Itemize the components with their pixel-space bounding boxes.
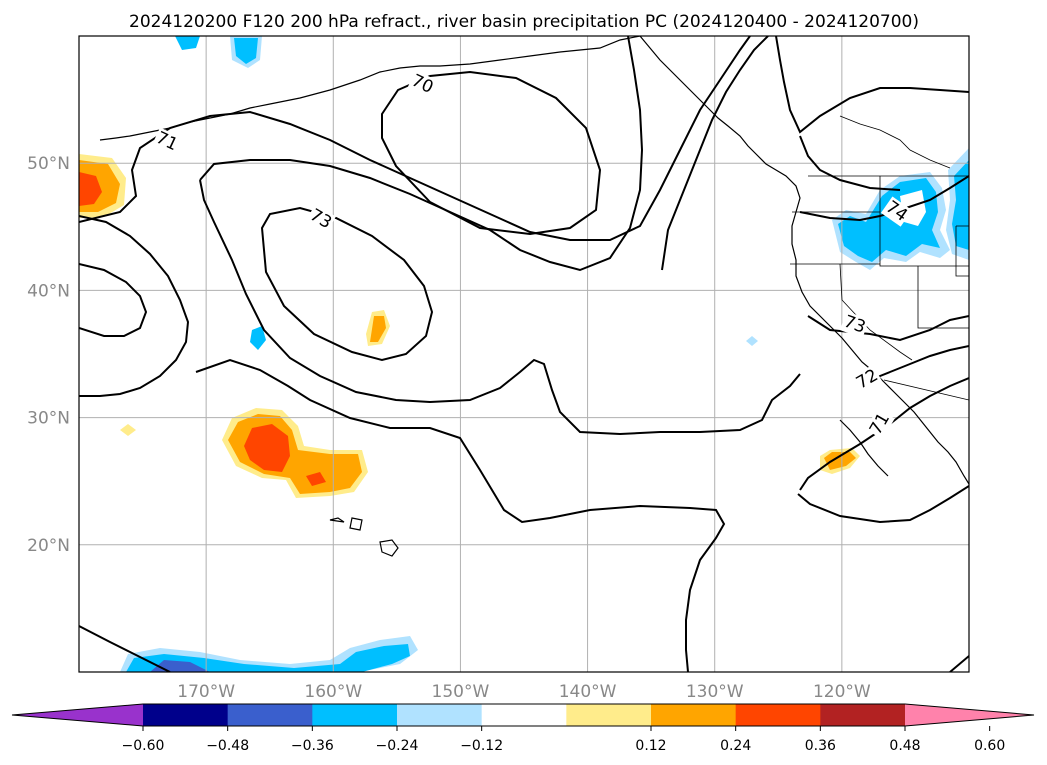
contour-label-bg (13, 633, 42, 660)
gridlines (79, 36, 969, 672)
contour-70-central (195, 358, 726, 672)
chart-title: 2024120200 F120 200 hPa refract., river … (129, 12, 919, 32)
contour-label-bg (305, 204, 336, 234)
colorbar-tick-label: 0.36 (805, 738, 836, 754)
contour-label-bg (151, 127, 182, 156)
contour-label-bg (865, 408, 895, 440)
shade-red-orange (306, 472, 326, 486)
colorbar-segment (651, 704, 737, 726)
political-borders (790, 115, 969, 401)
lon-tick-label: 170°W (177, 682, 235, 702)
colorbar-extend-high (905, 704, 1034, 726)
colorbar-segment (312, 704, 398, 726)
contour-72-east (661, 36, 769, 271)
contour-69 (79, 263, 148, 337)
contour-label-bg (38, 377, 69, 407)
longitude-tick-labels: 170°W 160°W 150°W 140°W 130°W 120°W (177, 682, 871, 702)
state-border (917, 266, 969, 329)
contour-72 (199, 36, 644, 272)
colorbar-segment (481, 704, 567, 726)
shade-orange (370, 316, 386, 342)
colorbar-tick-label: 0.60 (974, 738, 1005, 754)
contour-70-west (79, 215, 190, 397)
colorbar-tick-label: −0.48 (206, 738, 249, 754)
coastline-baja (839, 419, 889, 477)
contour-label: 70 (15, 633, 42, 659)
colorbar-segment (735, 704, 821, 726)
state-border (955, 225, 969, 277)
colorbar-tick-label: −0.36 (291, 738, 334, 754)
colorbar: −0.60 −0.48 −0.36 −0.24 −0.12 0.12 0.24 0.36 0.4… (11, 703, 1035, 754)
us-mexico-border (883, 379, 969, 401)
shade-blue (250, 326, 266, 350)
colorbar-tick-label: −0.24 (376, 738, 419, 754)
map-frame (78, 35, 970, 673)
lat-tick-label: 40°N (27, 281, 70, 301)
contour-72-south (199, 179, 801, 436)
contour-71 (79, 36, 751, 241)
contour-label-bg (880, 196, 913, 227)
coastline-aleutians (99, 36, 641, 141)
contour-70-north (381, 70, 602, 236)
shade-red-orange (79, 172, 102, 206)
contour-70-south (79, 625, 171, 672)
colorbar-extend-low (12, 704, 143, 726)
lon-tick-label: 130°W (686, 682, 744, 702)
coastline-hawaii (329, 517, 399, 557)
colorbar-tick-label: 0.48 (889, 738, 920, 754)
contour-fragment (949, 655, 969, 672)
lon-tick-label: 120°W (813, 682, 871, 702)
contour-73-north (775, 36, 969, 134)
contour-label: 70 (39, 378, 68, 407)
lon-tick-label: 140°W (559, 682, 617, 702)
colorbar-segment (143, 704, 229, 726)
lat-tick-label: 30°N (27, 409, 70, 429)
colorbar-segment (397, 704, 483, 726)
contour-label-bg (851, 364, 883, 395)
colorbar-segment (820, 704, 906, 726)
shade-light-yellow (120, 424, 136, 436)
contour-label-bg (0, 289, 28, 320)
contour-label-bg (839, 311, 870, 339)
province-border (839, 115, 951, 169)
shade-blue (126, 644, 410, 672)
colorbar-tick-label: 0.24 (720, 738, 751, 754)
lat-tick-label: 50°N (27, 154, 70, 174)
colorbar-segment (227, 704, 313, 726)
shade-light-blue (746, 336, 758, 346)
contour-label: 69 (0, 290, 27, 319)
colorbar-segment (566, 704, 652, 726)
contour-72-east-lower (869, 345, 969, 381)
lat-tick-label: 20°N (27, 536, 70, 556)
colorbar-tick-label: −0.12 (460, 738, 503, 754)
shade-blue (234, 38, 258, 64)
shade-orange (824, 452, 856, 470)
contour-label-bg (407, 70, 438, 99)
shade-red-orange (244, 424, 290, 472)
precipitation-shading (79, 36, 969, 672)
shade-blue (175, 36, 200, 50)
latitude-tick-labels: 50°N 40°N 30°N 20°N (27, 154, 70, 556)
contour-73-east (807, 315, 969, 342)
lon-tick-label: 160°W (304, 682, 362, 702)
map-background (79, 36, 969, 672)
state-borders (792, 211, 969, 267)
lon-tick-label: 150°W (432, 682, 490, 702)
colorbar-tick-label: 0.12 (635, 738, 666, 754)
contour-74 (799, 135, 901, 191)
colorbar-tick-label: −0.60 (122, 738, 165, 754)
contour-71-loop (797, 485, 969, 524)
state-border (839, 263, 913, 361)
